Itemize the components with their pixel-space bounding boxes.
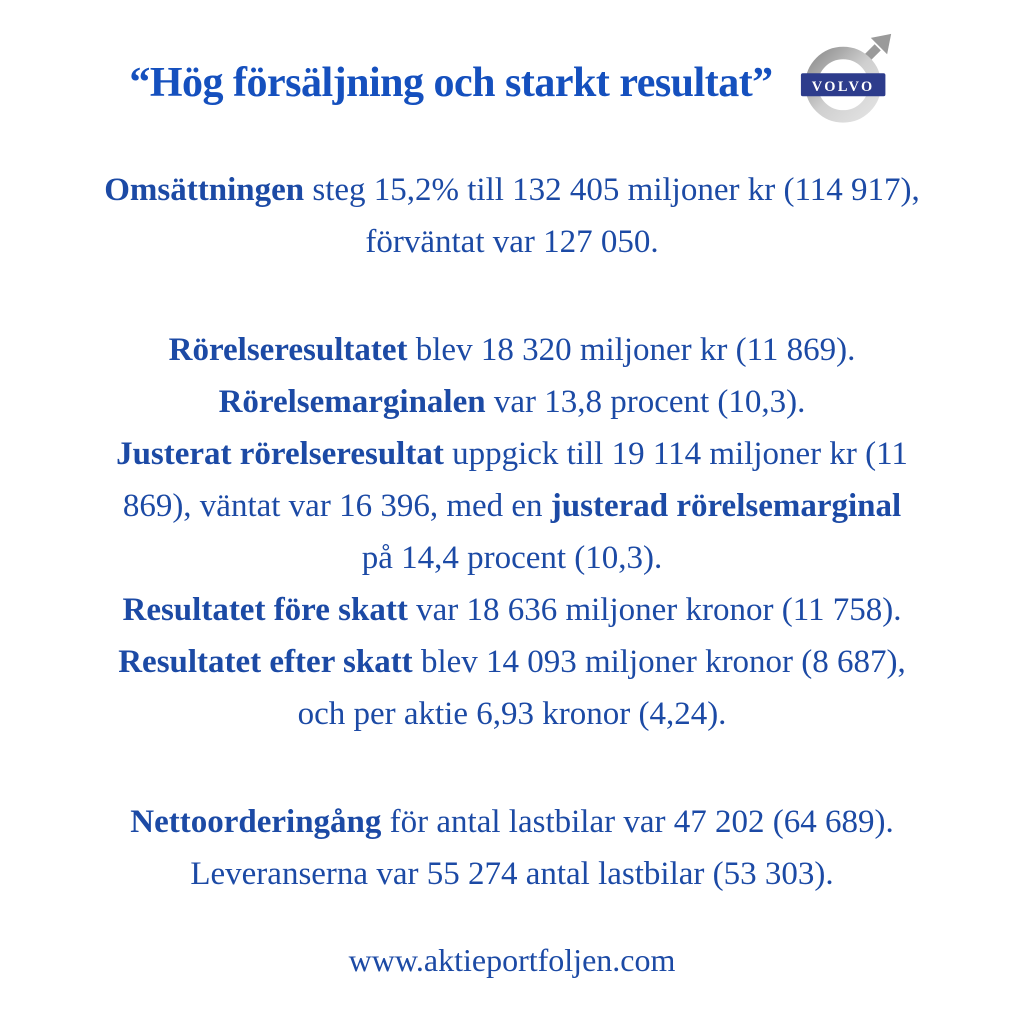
volvo-logo-icon: VOLVO (799, 30, 895, 126)
volvo-wordmark: VOLVO (811, 79, 874, 95)
text-line: Resultatet före skatt var 18 636 miljone… (0, 584, 1024, 636)
header: “Hög försäljning och starkt resultat” VO… (0, 0, 1024, 126)
text-line: 869), väntat var 16 396, med en justerad… (0, 480, 1024, 532)
text-line: på 14,4 procent (10,3). (0, 532, 1024, 584)
quote-title: “Hög försäljning och starkt resultat” (129, 60, 773, 106)
text-segment: Justerat rörelseresultat (116, 436, 444, 472)
text-line: Omsättningen steg 15,2% till 132 405 mil… (0, 164, 1024, 216)
text-segment: var 13,8 procent (10,3). (485, 384, 806, 420)
text-segment: Omsättningen (104, 172, 305, 208)
text-line: Justerat rörelseresultat uppgick till 19… (0, 428, 1024, 480)
text-line: förväntat var 127 050. (0, 216, 1024, 268)
text-line: Rörelsemarginalen var 13,8 procent (10,3… (0, 376, 1024, 428)
text-segment: Nettoorderingång (130, 804, 382, 840)
text-line: Nettoorderingång för antal lastbilar var… (0, 796, 1024, 848)
volvo-banner (800, 73, 886, 97)
text-segment: var 18 636 miljoner kronor (11 758). (407, 592, 902, 628)
text-line: och per aktie 6,93 kronor (4,24). (0, 688, 1024, 740)
site-url: www.aktieportfoljen.com (348, 942, 676, 978)
text-line: Resultatet efter skatt blev 14 093 miljo… (0, 636, 1024, 688)
text-segment: blev 14 093 miljoner kronor (8 687), (412, 644, 906, 680)
text-segment: Rörelseresultatet (168, 332, 408, 368)
text-segment: blev 18 320 miljoner kr (11 869). (407, 332, 856, 368)
text-segment: Resultatet före skatt (122, 592, 408, 628)
text-segment: förväntat var 127 050. (365, 224, 659, 260)
text-segment: 869), väntat var 16 396, med en (122, 488, 551, 524)
text-line: Rörelseresultatet blev 18 320 miljoner k… (0, 324, 1024, 376)
report-body: Omsättningen steg 15,2% till 132 405 mil… (0, 164, 1024, 900)
text-segment: och per aktie 6,93 kronor (4,24). (297, 696, 727, 732)
paragraph: Rörelseresultatet blev 18 320 miljoner k… (0, 324, 1024, 740)
text-segment: för antal lastbilar var 47 202 (64 689). (381, 804, 894, 840)
paragraph: Omsättningen steg 15,2% till 132 405 mil… (0, 164, 1024, 268)
text-segment: uppgick till 19 114 miljoner kr (11 (443, 436, 908, 472)
text-line: Leveranserna var 55 274 antal lastbilar … (0, 848, 1024, 900)
text-segment: justerad rörelsemarginal (550, 488, 902, 524)
text-segment: på 14,4 procent (10,3). (361, 540, 663, 576)
text-segment: steg 15,2% till 132 405 miljoner kr (114… (304, 172, 920, 208)
text-segment: Rörelsemarginalen (218, 384, 486, 420)
paragraph: Nettoorderingång för antal lastbilar var… (0, 796, 1024, 900)
text-segment: Leveranserna var 55 274 antal lastbilar … (190, 856, 834, 892)
text-segment: Resultatet efter skatt (118, 644, 413, 680)
